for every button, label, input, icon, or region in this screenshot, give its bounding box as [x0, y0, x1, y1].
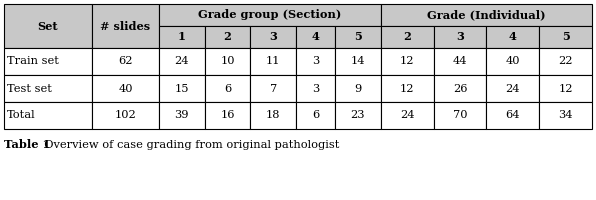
Bar — [335, 48, 381, 75]
Text: Test set: Test set — [7, 84, 52, 94]
Text: 14: 14 — [350, 56, 365, 66]
Bar — [433, 75, 486, 102]
Text: Table 1: Table 1 — [4, 140, 51, 150]
Text: 34: 34 — [558, 110, 573, 120]
Text: 64: 64 — [505, 110, 520, 120]
Text: 24: 24 — [175, 56, 189, 66]
Bar — [204, 48, 250, 75]
Bar — [486, 75, 539, 102]
Text: 12: 12 — [400, 84, 414, 94]
Bar — [92, 4, 159, 48]
Bar — [92, 102, 159, 129]
Text: 26: 26 — [453, 84, 467, 94]
Text: Overview of case grading from original pathologist: Overview of case grading from original p… — [37, 140, 339, 150]
Bar — [159, 4, 381, 26]
Text: 2: 2 — [224, 31, 231, 43]
Bar — [486, 48, 539, 75]
Bar — [92, 75, 159, 102]
Bar — [4, 75, 92, 102]
Bar — [4, 102, 92, 129]
Text: 15: 15 — [175, 84, 189, 94]
Bar — [159, 48, 204, 75]
Bar — [539, 102, 592, 129]
Bar — [4, 4, 92, 48]
Text: 4: 4 — [509, 31, 517, 43]
Bar — [159, 102, 204, 129]
Bar — [486, 26, 539, 48]
Bar — [381, 75, 433, 102]
Bar — [335, 75, 381, 102]
Text: 6: 6 — [312, 110, 319, 120]
Bar — [539, 48, 592, 75]
Bar — [296, 26, 335, 48]
Bar — [381, 4, 592, 26]
Text: Grade (Individual): Grade (Individual) — [427, 9, 546, 21]
Text: 1: 1 — [178, 31, 186, 43]
Bar — [486, 102, 539, 129]
Text: 2: 2 — [403, 31, 411, 43]
Text: 23: 23 — [350, 110, 365, 120]
Text: 44: 44 — [453, 56, 467, 66]
Bar — [433, 48, 486, 75]
Text: 18: 18 — [266, 110, 281, 120]
Bar — [250, 26, 296, 48]
Text: 7: 7 — [270, 84, 277, 94]
Text: 3: 3 — [269, 31, 277, 43]
Bar — [204, 102, 250, 129]
Bar — [159, 75, 204, 102]
Bar — [4, 48, 92, 75]
Bar — [433, 102, 486, 129]
Bar — [250, 75, 296, 102]
Text: 102: 102 — [114, 110, 136, 120]
Bar — [539, 26, 592, 48]
Text: 3: 3 — [312, 84, 319, 94]
Bar — [381, 102, 433, 129]
Text: 40: 40 — [505, 56, 520, 66]
Bar — [296, 75, 335, 102]
Text: 62: 62 — [118, 56, 133, 66]
Bar — [381, 26, 433, 48]
Text: 4: 4 — [312, 31, 319, 43]
Bar — [204, 26, 250, 48]
Bar — [296, 102, 335, 129]
Text: 16: 16 — [221, 110, 235, 120]
Bar — [335, 102, 381, 129]
Text: 9: 9 — [354, 84, 362, 94]
Text: 39: 39 — [175, 110, 189, 120]
Text: 12: 12 — [558, 84, 573, 94]
Bar — [204, 75, 250, 102]
Bar — [433, 26, 486, 48]
Bar — [381, 48, 433, 75]
Bar — [250, 102, 296, 129]
Bar — [296, 48, 335, 75]
Text: Total: Total — [7, 110, 36, 120]
Text: # slides: # slides — [100, 21, 151, 31]
Text: 5: 5 — [561, 31, 569, 43]
Text: 12: 12 — [400, 56, 414, 66]
Bar — [335, 26, 381, 48]
Text: 3: 3 — [312, 56, 319, 66]
Bar — [539, 75, 592, 102]
Text: Grade group (Section): Grade group (Section) — [198, 9, 342, 21]
Text: Set: Set — [38, 21, 58, 31]
Text: 24: 24 — [400, 110, 414, 120]
Text: Train set: Train set — [7, 56, 59, 66]
Text: 24: 24 — [505, 84, 520, 94]
Text: 22: 22 — [558, 56, 573, 66]
Text: 6: 6 — [224, 84, 231, 94]
Text: 11: 11 — [266, 56, 281, 66]
Text: 3: 3 — [456, 31, 464, 43]
Text: 10: 10 — [221, 56, 235, 66]
Bar — [159, 26, 204, 48]
Text: 70: 70 — [453, 110, 467, 120]
Bar — [250, 48, 296, 75]
Bar — [92, 48, 159, 75]
Text: 5: 5 — [354, 31, 362, 43]
Text: 40: 40 — [118, 84, 133, 94]
